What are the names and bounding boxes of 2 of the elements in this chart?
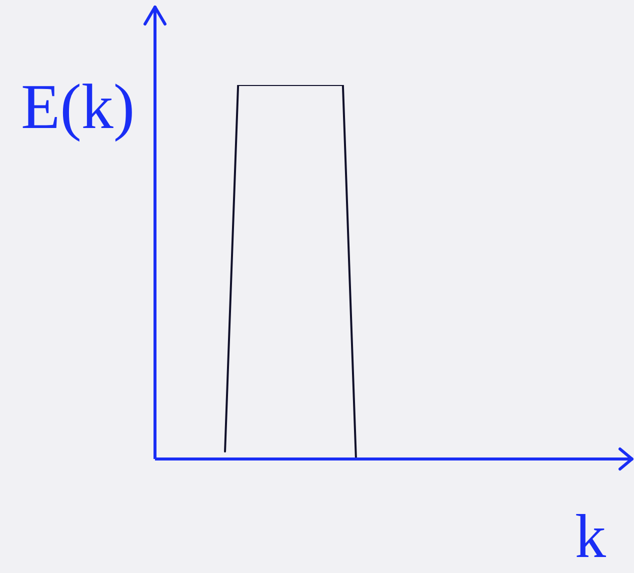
y-axis-title: E(k) bbox=[21, 71, 135, 142]
x-axis-title: k bbox=[575, 503, 606, 571]
